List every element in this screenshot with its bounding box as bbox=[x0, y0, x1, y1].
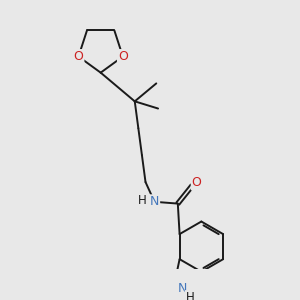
Text: H: H bbox=[138, 194, 146, 206]
Text: O: O bbox=[192, 176, 202, 190]
Text: N: N bbox=[150, 195, 159, 208]
Text: H: H bbox=[185, 291, 194, 300]
Text: N: N bbox=[178, 282, 188, 295]
Text: O: O bbox=[118, 50, 128, 63]
Text: O: O bbox=[74, 50, 83, 63]
